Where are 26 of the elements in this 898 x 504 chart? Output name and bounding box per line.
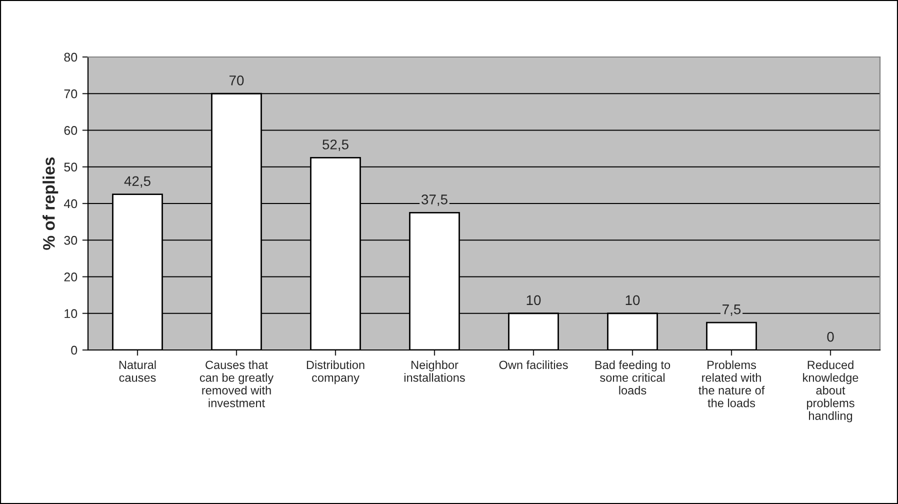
y-tick-label: 50	[64, 162, 78, 172]
y-tick-label: 30	[64, 236, 78, 245]
data-label: 70	[229, 75, 244, 86]
y-tick-label: 80	[64, 52, 78, 62]
data-label: 10	[526, 295, 541, 306]
data-label: 0	[827, 332, 834, 342]
y-tick-label: 70	[64, 89, 78, 98]
y-tick-label: 0	[71, 346, 78, 355]
y-tick-label: 60	[64, 126, 78, 135]
data-label: 52,5	[322, 140, 348, 152]
x-tick-label: Problems related with the nature of the loads	[698, 360, 765, 408]
data-label: 7,5	[722, 304, 741, 316]
x-tick-label: Bad feeding to some critical loads	[595, 360, 670, 395]
data-label: 37,5	[422, 194, 448, 206]
x-tick-label: Distribution company	[306, 360, 364, 384]
y-tick-label: 10	[64, 309, 78, 318]
x-tick-label: Reduced knowledge about problems handling	[803, 360, 858, 422]
data-label: 10	[626, 295, 640, 306]
x-tick-label: Causes that can be greatly removed with investment	[200, 360, 274, 408]
x-tick-label: Own facilities	[499, 360, 568, 370]
data-label: 42,5	[124, 176, 150, 188]
x-tick-label: Natural causes	[119, 360, 156, 382]
y-tick-label: 40	[64, 199, 78, 208]
y-tick-label: 20	[64, 272, 78, 282]
y-axis-title: % of replies	[42, 157, 58, 250]
x-tick-label: Neighbor installations	[404, 360, 465, 382]
